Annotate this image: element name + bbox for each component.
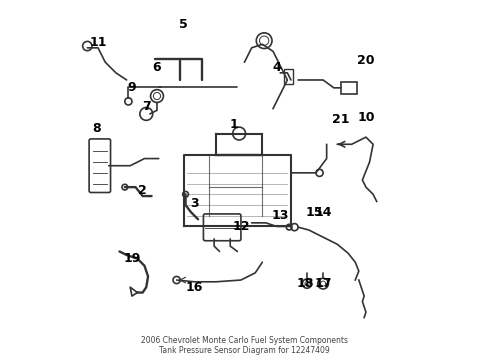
Bar bbox=[340, 82, 356, 94]
Text: 5: 5 bbox=[179, 18, 188, 31]
Text: 20: 20 bbox=[356, 54, 374, 67]
Text: 7: 7 bbox=[142, 100, 150, 113]
Text: 8: 8 bbox=[92, 122, 101, 135]
Text: 1: 1 bbox=[229, 118, 238, 131]
Text: 2006 Chevrolet Monte Carlo Fuel System Components
Tank Pressure Sensor Diagram f: 2006 Chevrolet Monte Carlo Fuel System C… bbox=[141, 336, 347, 355]
Text: 10: 10 bbox=[356, 111, 374, 124]
Text: 17: 17 bbox=[314, 277, 331, 290]
Text: 14: 14 bbox=[314, 206, 331, 219]
Text: 16: 16 bbox=[185, 281, 203, 294]
Text: 18: 18 bbox=[296, 277, 313, 290]
FancyBboxPatch shape bbox=[203, 214, 241, 241]
FancyBboxPatch shape bbox=[89, 139, 110, 193]
Bar bbox=[283, 69, 292, 84]
Text: 12: 12 bbox=[232, 220, 249, 233]
Text: 11: 11 bbox=[89, 36, 106, 49]
Text: 13: 13 bbox=[271, 209, 288, 222]
Text: 4: 4 bbox=[272, 61, 281, 74]
Text: 15: 15 bbox=[305, 206, 322, 219]
Text: 21: 21 bbox=[331, 113, 349, 126]
Text: 3: 3 bbox=[190, 197, 199, 210]
Text: 2: 2 bbox=[138, 184, 147, 197]
Text: 19: 19 bbox=[123, 252, 141, 265]
Text: 6: 6 bbox=[152, 61, 161, 74]
Text: 9: 9 bbox=[127, 81, 136, 94]
